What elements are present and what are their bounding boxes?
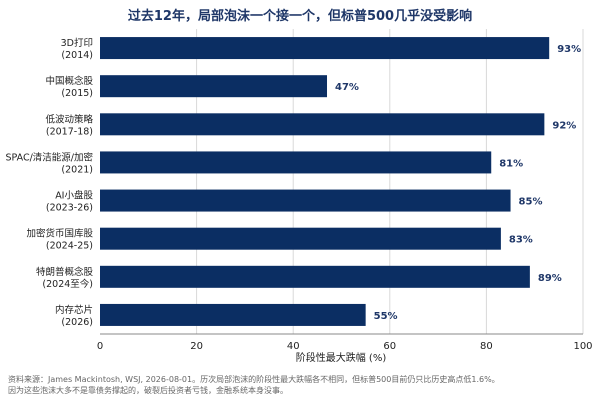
category-label: 中国概念股 xyxy=(45,75,93,87)
bar-value-label: 89% xyxy=(538,273,562,284)
x-axis-label: 阶段性最大跌幅 (%) xyxy=(296,351,387,364)
bar xyxy=(100,265,530,288)
category-label: 低波动策略 xyxy=(45,113,93,125)
x-tick-label: 80 xyxy=(480,341,493,352)
category-label: SPAC/清洁能源/加密 xyxy=(5,151,93,163)
bar-value-label: 92% xyxy=(552,120,576,131)
label-layer: 0 20 40 60 80 100 93% 3D打印(2014) 47% 中国概念股(2015) 9… xyxy=(5,37,592,352)
bar xyxy=(100,37,550,60)
bar-value-label: 81% xyxy=(499,158,523,169)
bar-value-label: 85% xyxy=(519,197,543,208)
category-period-label: (2024至今) xyxy=(42,278,93,290)
x-tick-label: 100 xyxy=(573,341,592,352)
x-tick-label: 0 xyxy=(97,341,103,352)
category-period-label: (2021) xyxy=(61,164,93,175)
category-period-label: (2026) xyxy=(61,317,93,328)
grid-layer xyxy=(196,29,584,334)
x-tick-label: 60 xyxy=(383,341,396,352)
x-tick-label: 40 xyxy=(287,341,300,352)
category-label: 3D打印 xyxy=(61,37,93,49)
bar xyxy=(100,303,366,326)
category-period-label: (2023-26) xyxy=(46,203,93,214)
footnote-source: 资料来源：James Mackintosh, WSJ, 2026-08-01。历… xyxy=(8,375,500,384)
category-period-label: (2015) xyxy=(61,88,93,99)
bar xyxy=(100,227,501,250)
category-period-label: (2017-18) xyxy=(46,126,93,137)
bar-value-label: 55% xyxy=(374,311,398,322)
category-period-label: (2024-25) xyxy=(46,241,93,252)
bar xyxy=(100,75,328,98)
category-label: 加密货币国库股 xyxy=(26,228,93,240)
bar-value-label: 83% xyxy=(509,235,533,246)
chart-title: 过去12年，局部泡沫一个接一个，但标普500几乎没受影响 xyxy=(127,9,473,24)
bar-layer xyxy=(100,37,550,326)
bar xyxy=(100,189,511,212)
footnote-note: 因为这些泡沫大多不是靠债务撑起的，破裂后投资者亏钱，金融系统本身没事。 xyxy=(8,386,288,395)
category-label: AI小盘股 xyxy=(55,190,93,202)
bar-value-label: 93% xyxy=(557,44,581,55)
category-label: 特朗普概念股 xyxy=(36,266,94,278)
category-label: 内存芯片 xyxy=(55,304,93,316)
category-period-label: (2014) xyxy=(61,50,93,61)
bar-value-label: 47% xyxy=(335,82,359,93)
bar xyxy=(100,113,545,136)
bar xyxy=(100,151,492,174)
x-tick-label: 20 xyxy=(190,341,203,352)
